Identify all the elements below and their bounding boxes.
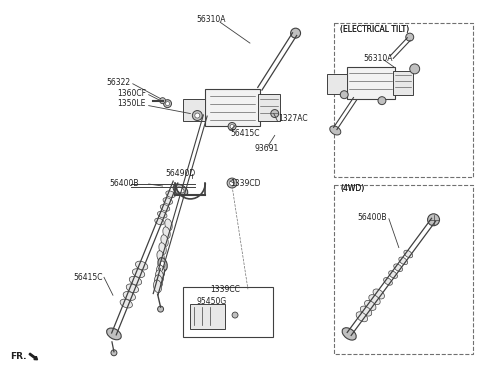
Bar	[347, 67, 395, 99]
Ellipse shape	[156, 265, 165, 278]
Text: 56400B: 56400B	[109, 179, 138, 188]
Ellipse shape	[163, 227, 170, 238]
Text: (4WD): (4WD)	[340, 183, 364, 193]
Text: 1339CC: 1339CC	[210, 285, 240, 294]
Ellipse shape	[157, 211, 167, 218]
Ellipse shape	[107, 328, 121, 340]
Bar	[393, 71, 413, 95]
Circle shape	[378, 97, 386, 105]
Text: 56400B: 56400B	[357, 213, 386, 222]
Ellipse shape	[154, 280, 162, 293]
Ellipse shape	[159, 243, 166, 255]
Ellipse shape	[399, 257, 408, 265]
Ellipse shape	[160, 261, 165, 268]
Bar	[327, 74, 347, 94]
Circle shape	[229, 180, 235, 185]
Ellipse shape	[132, 269, 144, 277]
Bar	[191, 304, 225, 329]
Ellipse shape	[404, 250, 413, 258]
Text: 56322: 56322	[106, 78, 130, 87]
Text: 56415C: 56415C	[73, 273, 103, 282]
Ellipse shape	[369, 295, 380, 305]
Circle shape	[232, 312, 238, 318]
Circle shape	[271, 109, 279, 118]
Ellipse shape	[158, 258, 167, 271]
Ellipse shape	[123, 291, 135, 300]
Bar	[183, 287, 273, 337]
Ellipse shape	[163, 198, 172, 205]
Circle shape	[195, 113, 200, 118]
Circle shape	[228, 123, 236, 130]
Bar	[334, 23, 473, 177]
Ellipse shape	[157, 251, 164, 262]
Ellipse shape	[161, 235, 168, 246]
Ellipse shape	[360, 306, 372, 316]
Circle shape	[166, 102, 169, 106]
Circle shape	[290, 28, 300, 38]
Text: 56310A: 56310A	[363, 55, 393, 64]
Ellipse shape	[384, 277, 392, 285]
Text: 1339CD: 1339CD	[230, 179, 261, 188]
Ellipse shape	[356, 312, 368, 322]
Circle shape	[157, 306, 164, 312]
Ellipse shape	[389, 271, 397, 278]
Bar	[334, 185, 473, 354]
Bar	[183, 99, 205, 120]
Text: 1327AC: 1327AC	[278, 114, 307, 123]
Circle shape	[159, 98, 166, 104]
Text: 1350LE: 1350LE	[117, 99, 145, 108]
Circle shape	[428, 214, 440, 226]
Text: FR.: FR.	[10, 352, 26, 361]
Text: 56490D: 56490D	[166, 168, 196, 177]
Ellipse shape	[135, 261, 148, 270]
Ellipse shape	[373, 289, 384, 299]
Ellipse shape	[129, 276, 142, 285]
Text: 95450G: 95450G	[196, 297, 227, 306]
Bar	[258, 94, 280, 121]
Circle shape	[410, 64, 420, 74]
Circle shape	[230, 124, 234, 129]
Text: 56310A: 56310A	[196, 15, 226, 24]
Circle shape	[111, 350, 117, 356]
Text: (ELECTRICAL TILT): (ELECTRICAL TILT)	[340, 25, 409, 34]
Ellipse shape	[342, 328, 356, 340]
Ellipse shape	[330, 126, 341, 135]
Ellipse shape	[165, 219, 172, 230]
Ellipse shape	[155, 275, 163, 288]
Ellipse shape	[177, 187, 184, 193]
Ellipse shape	[160, 205, 170, 211]
Circle shape	[340, 91, 348, 99]
Circle shape	[164, 100, 171, 108]
Text: 93691: 93691	[255, 144, 279, 153]
Ellipse shape	[156, 270, 164, 283]
Circle shape	[192, 111, 202, 120]
Ellipse shape	[126, 284, 139, 293]
FancyArrow shape	[29, 353, 37, 360]
Ellipse shape	[365, 300, 376, 310]
Bar	[205, 89, 260, 126]
Text: (4WD): (4WD)	[340, 183, 364, 193]
Text: (ELECTRICAL TILT): (ELECTRICAL TILT)	[340, 25, 409, 34]
Ellipse shape	[155, 218, 164, 225]
Ellipse shape	[394, 264, 403, 271]
Ellipse shape	[166, 191, 175, 197]
Circle shape	[406, 33, 414, 41]
Ellipse shape	[173, 184, 188, 196]
Text: 56415C: 56415C	[230, 129, 260, 138]
Text: 1360CF: 1360CF	[117, 89, 146, 98]
Ellipse shape	[120, 299, 132, 308]
Circle shape	[227, 178, 237, 188]
